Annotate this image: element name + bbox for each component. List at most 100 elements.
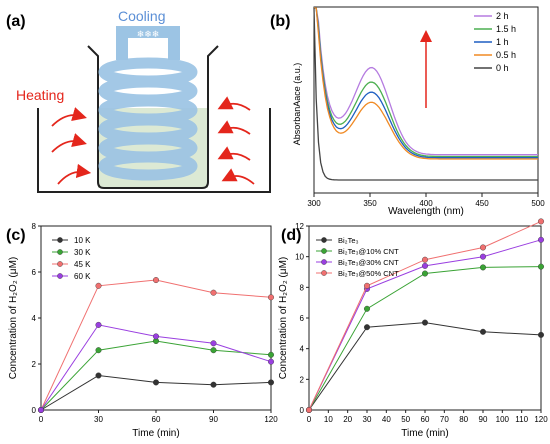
legend-marker [57,261,63,267]
heat-arrow-left-2 [51,133,87,153]
legend-label: Bi₂Te₃@50% CNT [338,269,399,278]
x-axis-label-c: Time (min) [132,428,179,439]
data-point [480,328,487,335]
heat-arrow-left-1 [51,107,87,127]
data-point [364,305,371,312]
heat-arrow-right-2 [217,120,251,135]
x-tick-label: 30 [363,415,372,424]
data-point [210,347,217,354]
panel-b-chart: (b) 300 350 400 450 500 2 h1.5 h1 h0.5 h0 h … [270,6,545,217]
x-tick-label-b: 350 [363,199,377,208]
panel-label-c: (c) [6,227,26,244]
x-tick-label-b: 400 [419,199,433,208]
legend-marker [57,249,63,255]
panel-d-chart: (d) 0 10 20 30 40 50 60 70 80 90 100 110 120 0 2 4 6 8 10 1… [278,218,548,439]
panel-label-b: (b) [270,13,290,30]
data-point [538,331,545,338]
x-tick-label-b: 450 [475,199,489,208]
cooling-label: Cooling [118,8,165,24]
x-tick-label-b: 300 [307,199,321,208]
y-tick-label: 0 [300,406,305,415]
heat-arrow-left-3 [57,163,92,185]
legend-label: 30 K [74,248,91,257]
x-tick-label: 40 [382,415,391,424]
data-point [268,294,275,301]
x-tick-label: 30 [94,415,103,424]
spectrum-line-0h [313,7,538,181]
data-point [480,253,487,260]
panel-label-a: (a) [6,13,26,30]
data-point [95,347,102,354]
x-tick-label: 0 [39,415,44,424]
data-point [152,333,159,340]
x-axis-label-b: Wavelength (nm) [388,206,464,217]
data-point [152,379,159,386]
x-tick-label: 10 [324,415,333,424]
x-axis-b: 300 350 400 450 500 [307,193,545,208]
legend-label-b: 2 h [496,11,509,21]
series-d [306,218,545,414]
x-tick-label: 80 [459,415,468,424]
x-tick-label: 100 [496,415,510,424]
heat-arrow-right-4 [221,168,255,185]
y-tick-label: 2 [32,360,37,369]
x-tick-label: 60 [421,415,430,424]
legend-marker [321,270,327,276]
x-tick-label: 70 [440,415,449,424]
y-tick-label: 8 [300,283,305,292]
y-tick-label: 4 [300,345,305,354]
data-point [422,270,429,277]
data-point [210,289,217,296]
legend-marker [321,248,327,254]
spectrum-line-2h [314,7,538,156]
axes-c: 0 30 60 90 120 0 2 4 6 8 [32,222,279,424]
data-point [38,407,45,414]
spectrum-line-05h [314,7,538,160]
x-tick-label: 120 [264,415,278,424]
legend-marker [57,273,63,279]
data-point [422,262,429,269]
data-point [95,282,102,289]
y-tick-label: 6 [32,268,37,277]
x-tick-label: 90 [479,415,488,424]
legend-label: Bi₂Te₃ [338,236,359,245]
x-tick-label: 60 [152,415,161,424]
series-c [38,277,275,414]
x-tick-label: 120 [534,415,548,424]
data-point [268,379,275,386]
snowflake-icon: ❄❄❄ [137,29,160,39]
y-tick-label: 4 [32,314,37,323]
heating-label: Heating [16,87,64,103]
legend-label-b: 0.5 h [496,50,516,60]
data-point [480,244,487,251]
y-tick-label: 10 [295,253,304,262]
data-point [364,282,371,289]
legend-marker [321,259,327,265]
series-line-1 [40,340,272,411]
x-tick-label: 110 [515,415,528,424]
y-tick-label: 8 [32,222,37,231]
x-axis-label-d: Time (min) [401,428,448,439]
legend-d: Bi₂Te₃ Bi₂Te₃@10% CNT Bi₂Te₃@30% CNT Bi₂Te₃… [316,236,399,278]
legend-marker [321,237,327,243]
y-tick-label: 2 [300,375,305,384]
data-point [95,372,102,379]
data-point [538,236,545,243]
x-tick-label: 90 [209,415,218,424]
y-axis-label-d: Concentration of H₂O₂ (μM) [278,257,289,379]
data-point [306,407,313,414]
legend-label: 10 K [74,236,91,245]
legend-label: 60 K [74,272,91,281]
legend-c: 10 K 30 K 45 K 60 K [52,236,91,281]
data-point [422,319,429,326]
data-point [268,351,275,358]
legend-label-b: 0 h [496,63,509,73]
cooling-coil [98,57,198,181]
x-tick-label: 20 [343,415,352,424]
x-tick-label-b: 500 [531,199,545,208]
legend-label: 45 K [74,260,91,269]
legend-label: Bi₂Te₃@10% CNT [338,247,399,256]
bath-outline [37,108,271,193]
y-tick-label: 12 [295,222,304,231]
